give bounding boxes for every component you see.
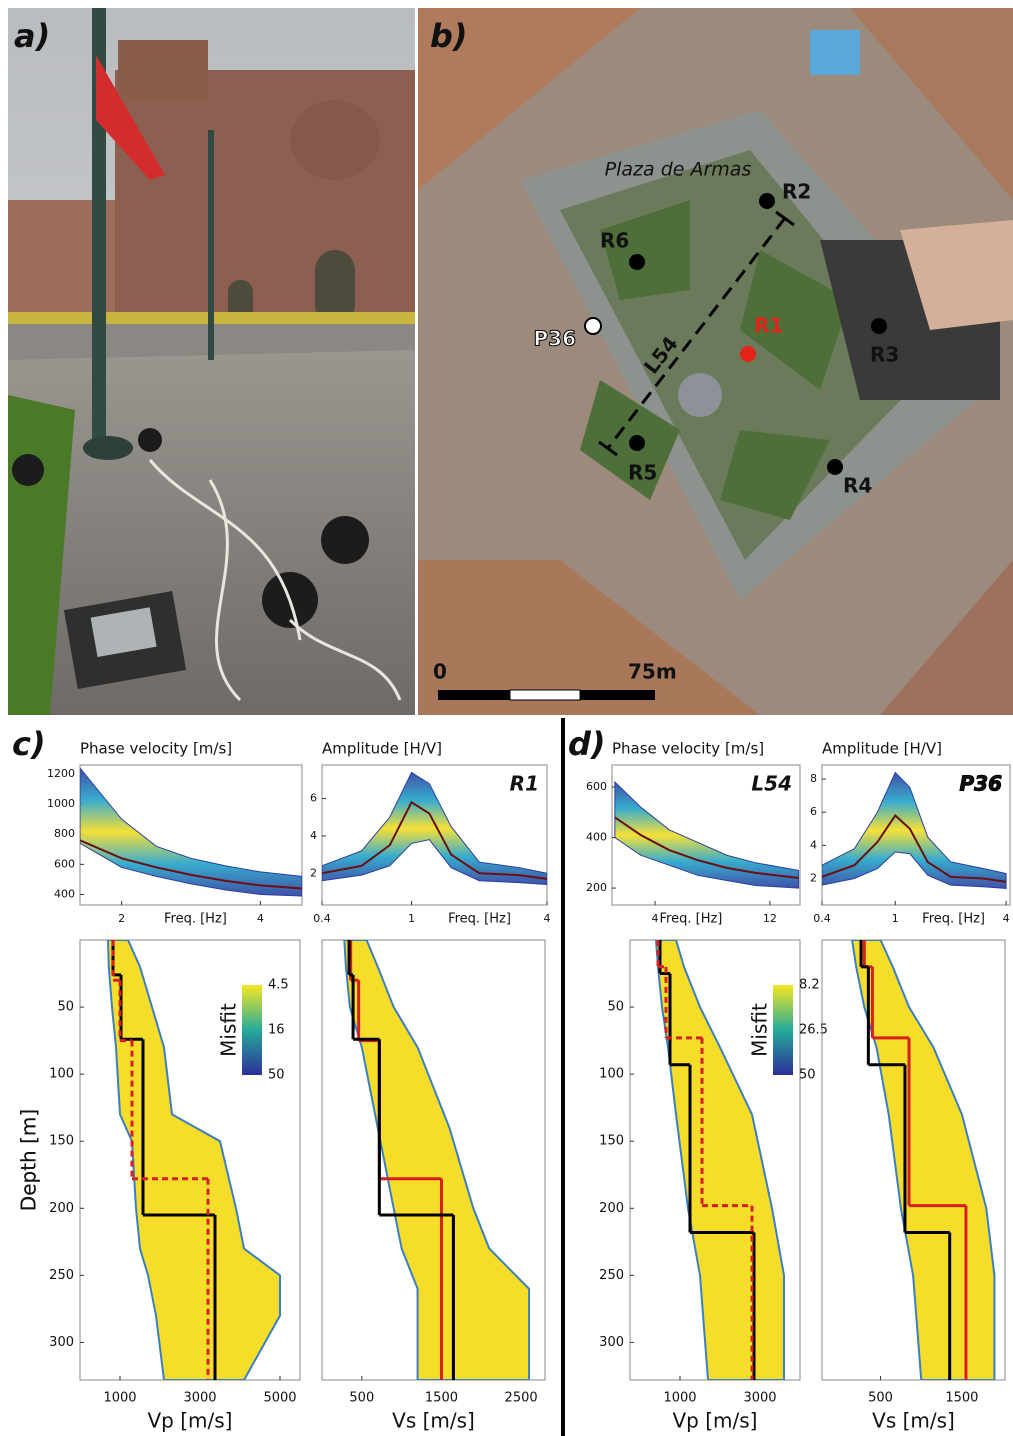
x-axis-label: Freq. [Hz] xyxy=(164,912,227,927)
colorbar-tick-label: 26.5 xyxy=(799,1023,828,1038)
x-tick-label: 3000 xyxy=(743,1391,776,1406)
annotation: R1 xyxy=(510,772,539,796)
x-tick-label: 500 xyxy=(868,1391,893,1406)
colorbar-label: Misfit xyxy=(748,1003,772,1057)
annotation: L54 xyxy=(751,772,792,796)
y-tick-label: 4 xyxy=(310,829,317,842)
panel-label: d) xyxy=(568,725,606,763)
point-label: R3 xyxy=(870,343,899,367)
y-tick-label: 150 xyxy=(49,1134,74,1149)
panel-label: b) xyxy=(430,17,468,55)
y-tick-label: 300 xyxy=(599,1335,624,1350)
plot-area xyxy=(80,768,302,896)
colorbar-tick-label: 8.2 xyxy=(799,978,820,993)
y-tick-label: 6 xyxy=(810,805,817,818)
point-label: R1 xyxy=(754,314,783,338)
ensemble-band xyxy=(80,768,302,896)
x-tick-label: 3000 xyxy=(183,1391,216,1406)
y-tick-label: 8 xyxy=(810,772,817,785)
y-tick-label: 400 xyxy=(586,831,607,844)
x-tick-label: 1500 xyxy=(945,1391,978,1406)
y-axis-label: Depth [m] xyxy=(17,1109,41,1211)
photo xyxy=(8,8,415,715)
x-tick-label: 0.4 xyxy=(313,912,331,925)
x-axis-label: Vs [m/s] xyxy=(872,1409,955,1433)
figure: a) b) Plaza de Armas R2 R6 P36 R1 R3 xyxy=(0,0,1013,1436)
chart-title: Phase velocity [m/s] xyxy=(80,740,232,758)
scale-label: 0 xyxy=(433,660,447,684)
y-tick-label: 100 xyxy=(49,1067,74,1082)
point-label: P36 xyxy=(534,327,577,351)
plot-area xyxy=(852,940,994,1380)
y-tick-label: 2 xyxy=(310,866,317,879)
chart-title: Amplitude [H/V] xyxy=(822,740,942,758)
point-label: R5 xyxy=(628,461,657,485)
x-tick-label: 5000 xyxy=(263,1391,296,1406)
y-tick-label: 50 xyxy=(57,1000,74,1015)
y-tick-label: 2 xyxy=(810,871,817,884)
chart-title: Amplitude [H/V] xyxy=(322,740,442,758)
panel-label: c) xyxy=(12,725,46,763)
x-axis-label: Freq. [Hz] xyxy=(448,912,511,927)
x-axis-label: Freq. [Hz] xyxy=(922,912,985,927)
x-axis-label: Vp [m/s] xyxy=(148,1409,233,1433)
scale-label: 75m xyxy=(628,660,677,684)
x-tick-label: 1 xyxy=(892,912,899,925)
y-tick-label: 250 xyxy=(599,1268,624,1283)
y-tick-label: 600 xyxy=(54,857,75,870)
x-tick-label: 500 xyxy=(349,1391,374,1406)
colorbar xyxy=(242,985,262,1075)
x-axis-label: Vs [m/s] xyxy=(392,1409,475,1433)
y-tick-label: 800 xyxy=(54,827,75,840)
x-axis-label: Freq. [Hz] xyxy=(660,912,723,927)
x-axis-label: Vp [m/s] xyxy=(673,1409,758,1433)
y-tick-label: 200 xyxy=(49,1201,74,1216)
x-tick-label: 1000 xyxy=(663,1391,696,1406)
plot-area xyxy=(615,782,799,888)
colorbar xyxy=(773,985,793,1075)
x-tick-label: 4 xyxy=(652,912,659,925)
x-tick-label: 1500 xyxy=(425,1391,458,1406)
colorbar-tick-label: 50 xyxy=(799,1068,816,1083)
point-label: R6 xyxy=(600,229,629,253)
x-tick-label: 1000 xyxy=(103,1391,136,1406)
y-tick-label: 250 xyxy=(49,1268,74,1283)
panel-label: a) xyxy=(14,17,50,55)
y-tick-label: 50 xyxy=(607,1000,624,1015)
colorbar-label: Misfit xyxy=(217,1003,241,1057)
x-tick-label: 2500 xyxy=(505,1391,538,1406)
x-tick-label: 1 xyxy=(408,912,415,925)
x-tick-label: 4 xyxy=(544,912,551,925)
x-tick-label: 12 xyxy=(763,912,777,925)
y-tick-label: 6 xyxy=(310,792,317,805)
x-tick-label: 4 xyxy=(1003,912,1010,925)
x-tick-label: 0.4 xyxy=(813,912,831,925)
annotation: P36 xyxy=(960,772,1003,796)
chart-title: Phase velocity [m/s] xyxy=(612,740,764,758)
model-envelope xyxy=(344,940,529,1380)
y-tick-label: 150 xyxy=(599,1134,624,1149)
y-tick-label: 200 xyxy=(586,881,607,894)
point-label: R4 xyxy=(843,474,872,498)
y-tick-label: 4 xyxy=(810,838,817,851)
y-tick-label: 1000 xyxy=(47,797,75,810)
y-tick-label: 300 xyxy=(49,1335,74,1350)
x-tick-label: 4 xyxy=(257,912,264,925)
map xyxy=(418,8,1013,715)
colorbar-tick-label: 50 xyxy=(268,1068,285,1083)
plot-area xyxy=(344,940,529,1380)
y-tick-label: 1200 xyxy=(47,767,75,780)
y-tick-label: 600 xyxy=(586,780,607,793)
y-tick-label: 100 xyxy=(599,1067,624,1082)
y-tick-label: 400 xyxy=(54,887,75,900)
map-title: Plaza de Armas xyxy=(605,159,752,181)
colorbar-tick-label: 4.5 xyxy=(268,978,289,993)
point-label: R2 xyxy=(782,180,811,204)
x-tick-label: 2 xyxy=(118,912,125,925)
colorbar-tick-label: 16 xyxy=(268,1023,285,1038)
y-tick-label: 200 xyxy=(599,1201,624,1216)
